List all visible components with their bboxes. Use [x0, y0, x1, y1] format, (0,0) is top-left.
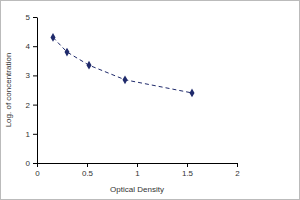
y-tick-label: 3: [26, 71, 31, 80]
x-tick-mark: [187, 163, 188, 167]
frame: [1, 1, 300, 200]
y-tick-mark: [33, 163, 37, 164]
y-tick: 3: [26, 71, 37, 80]
x-axis-title: Optical Density: [110, 185, 164, 194]
y-tick: 5: [26, 13, 37, 22]
x-tick: 0.5: [82, 163, 94, 178]
plot: 0 0.5 1 1.5 2 0 1 2 3 4 5: [26, 13, 241, 178]
y-tick-mark: [33, 134, 37, 135]
x-tick-mark: [37, 163, 38, 167]
y-axis-title: Log. of concentration: [4, 53, 13, 128]
y-tick-label: 4: [26, 42, 31, 51]
y-tick-label: 0: [26, 159, 31, 168]
x-tick: 1: [135, 163, 140, 178]
data-point: [50, 33, 55, 42]
y-tick-mark: [33, 105, 37, 106]
data-point: [86, 61, 91, 70]
x-tick: 2: [235, 163, 240, 178]
x-tick-label: 0.5: [82, 169, 94, 178]
y-tick-label: 5: [26, 13, 31, 22]
y-axis-line: [37, 18, 38, 164]
data-line: [53, 37, 192, 92]
y-tick: 1: [26, 130, 37, 139]
y-tick: 4: [26, 42, 37, 51]
data-point: [122, 75, 127, 84]
x-tick-label: 2: [235, 169, 240, 178]
series: [50, 33, 194, 97]
x-tick-mark: [87, 163, 88, 167]
x-tick-mark: [237, 163, 238, 167]
data-point: [189, 89, 194, 98]
chart: 0 0.5 1 1.5 2 0 1 2 3 4 5 Optical Density Log. of co…: [0, 0, 300, 200]
x-tick: 0: [35, 163, 40, 178]
data-point: [64, 48, 69, 57]
x-tick-label: 1.5: [182, 169, 194, 178]
y-tick-label: 2: [26, 101, 31, 110]
y-tick: 0: [26, 159, 37, 168]
y-tick-label: 1: [26, 130, 31, 139]
x-tick-label: 0: [35, 169, 40, 178]
y-axis: 0 1 2 3 4 5: [26, 13, 38, 168]
y-tick-mark: [33, 46, 37, 47]
y-tick-mark: [33, 17, 37, 18]
y-tick-mark: [33, 75, 37, 76]
x-axis: 0 0.5 1 1.5 2: [35, 163, 240, 178]
x-tick-label: 1: [135, 169, 140, 178]
x-tick-mark: [137, 163, 138, 167]
x-tick: 1.5: [182, 163, 194, 178]
y-tick: 2: [26, 101, 37, 110]
